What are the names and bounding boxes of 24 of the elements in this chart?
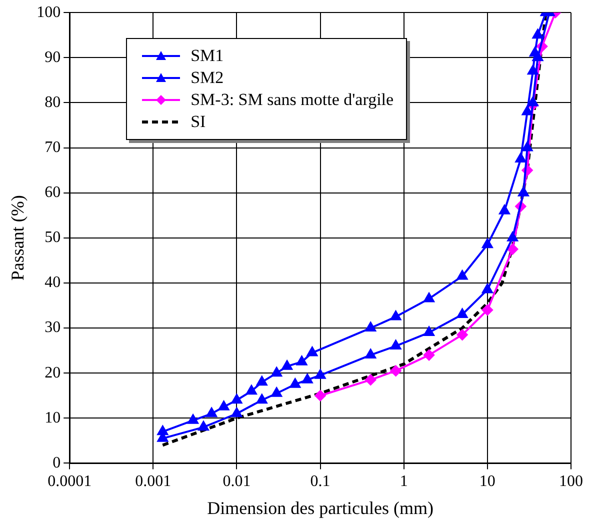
- x-tick-label: 1: [400, 473, 408, 490]
- legend-label: SI: [190, 112, 206, 132]
- y-tick-label: 40: [44, 274, 61, 292]
- y-tick-label: 0: [52, 454, 61, 472]
- y-tick-label: 80: [44, 94, 61, 111]
- y-axis-title: Passant (%): [8, 195, 28, 281]
- legend-label: SM2: [190, 68, 224, 88]
- x-tick-label: 0.001: [135, 473, 172, 490]
- y-tick-label: 70: [44, 138, 61, 156]
- x-tick-label: 100: [559, 473, 583, 490]
- x-tick-label: 0.01: [222, 473, 251, 490]
- x-tick-label: 10: [479, 473, 496, 490]
- y-tick-label: 50: [44, 229, 61, 246]
- y-tick-label: 10: [44, 409, 61, 426]
- y-tick-label: 20: [44, 364, 61, 382]
- x-tick-label: 0.0001: [48, 473, 92, 490]
- y-tick-label: 30: [44, 319, 61, 336]
- y-tick-label: 90: [44, 48, 61, 66]
- y-tick-label: 100: [36, 4, 61, 21]
- legend-label: SM1: [190, 46, 224, 66]
- legend-label: SM-3: SM sans motte d'argile: [190, 90, 394, 110]
- x-axis-title: Dimension des particules (mm): [207, 498, 434, 518]
- y-tick-label: 60: [44, 184, 61, 202]
- x-tick-label: 0.1: [310, 473, 330, 490]
